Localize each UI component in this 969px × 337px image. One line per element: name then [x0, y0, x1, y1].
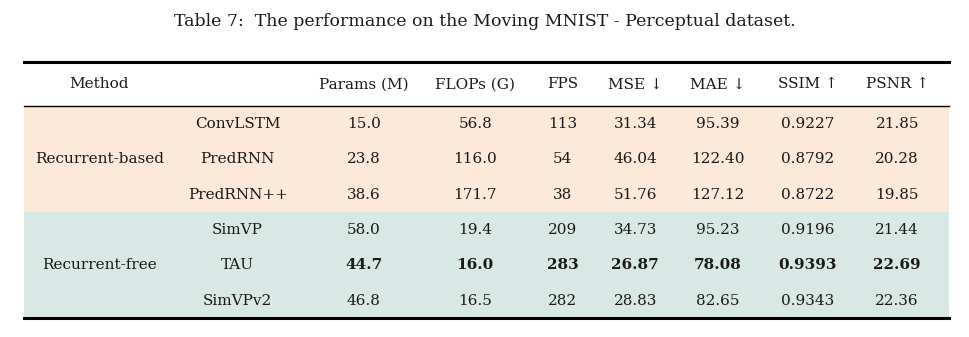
Text: 56.8: 56.8: [458, 117, 491, 131]
Text: 22.69: 22.69: [872, 258, 921, 272]
Text: Table 7:  The performance on the Moving MNIST - Perceptual dataset.: Table 7: The performance on the Moving M…: [174, 13, 795, 30]
Text: FPS: FPS: [547, 77, 578, 91]
Text: 283: 283: [547, 258, 578, 272]
Text: 95.23: 95.23: [696, 223, 738, 237]
Bar: [24, 212, 948, 318]
Text: 16.5: 16.5: [458, 294, 491, 308]
Text: 20.28: 20.28: [875, 152, 918, 166]
Text: 0.9393: 0.9393: [777, 258, 836, 272]
Text: 282: 282: [547, 294, 577, 308]
Text: MSE ↓: MSE ↓: [608, 77, 662, 91]
Text: 127.12: 127.12: [690, 188, 744, 202]
Text: 28.83: 28.83: [613, 294, 656, 308]
Text: 21.44: 21.44: [874, 223, 919, 237]
Text: 21.85: 21.85: [875, 117, 918, 131]
Text: SSIM ↑: SSIM ↑: [777, 77, 836, 91]
Text: 54: 54: [552, 152, 572, 166]
Text: Params (M): Params (M): [319, 77, 408, 91]
Text: Method: Method: [70, 77, 129, 91]
Text: 116.0: 116.0: [453, 152, 497, 166]
Text: 0.9196: 0.9196: [780, 223, 833, 237]
Text: 113: 113: [547, 117, 577, 131]
Text: 38: 38: [552, 188, 572, 202]
Text: PredRNN: PredRNN: [201, 152, 274, 166]
Text: Recurrent-free: Recurrent-free: [42, 258, 157, 272]
Text: Recurrent-based: Recurrent-based: [35, 152, 164, 166]
Text: 16.0: 16.0: [456, 258, 493, 272]
Text: 0.9227: 0.9227: [780, 117, 833, 131]
Text: 23.8: 23.8: [347, 152, 380, 166]
Text: FLOPs (G): FLOPs (G): [435, 77, 515, 91]
Text: 31.34: 31.34: [613, 117, 656, 131]
Text: 78.08: 78.08: [693, 258, 741, 272]
Text: 38.6: 38.6: [347, 188, 380, 202]
Text: 0.8722: 0.8722: [780, 188, 833, 202]
Text: 46.8: 46.8: [347, 294, 380, 308]
Text: 15.0: 15.0: [347, 117, 380, 131]
Text: 26.87: 26.87: [610, 258, 659, 272]
Text: 19.85: 19.85: [875, 188, 918, 202]
Text: 82.65: 82.65: [696, 294, 738, 308]
Text: 95.39: 95.39: [696, 117, 738, 131]
Text: ConvLSTM: ConvLSTM: [195, 117, 280, 131]
Text: 122.40: 122.40: [690, 152, 744, 166]
Text: 34.73: 34.73: [613, 223, 656, 237]
Text: MAE ↓: MAE ↓: [689, 77, 745, 91]
Text: TAU: TAU: [221, 258, 254, 272]
Text: 171.7: 171.7: [453, 188, 496, 202]
Bar: [24, 106, 948, 212]
Text: 46.04: 46.04: [612, 152, 657, 166]
Text: 58.0: 58.0: [347, 223, 380, 237]
Text: 19.4: 19.4: [457, 223, 492, 237]
Text: SimVP: SimVP: [212, 223, 263, 237]
Text: 44.7: 44.7: [345, 258, 382, 272]
Text: 22.36: 22.36: [875, 294, 918, 308]
Text: SimVPv2: SimVPv2: [203, 294, 272, 308]
Text: 51.76: 51.76: [613, 188, 656, 202]
Text: PredRNN++: PredRNN++: [188, 188, 287, 202]
Text: 0.8792: 0.8792: [780, 152, 833, 166]
Text: 0.9343: 0.9343: [780, 294, 833, 308]
Text: PSNR ↑: PSNR ↑: [865, 77, 927, 91]
Text: 209: 209: [547, 223, 577, 237]
